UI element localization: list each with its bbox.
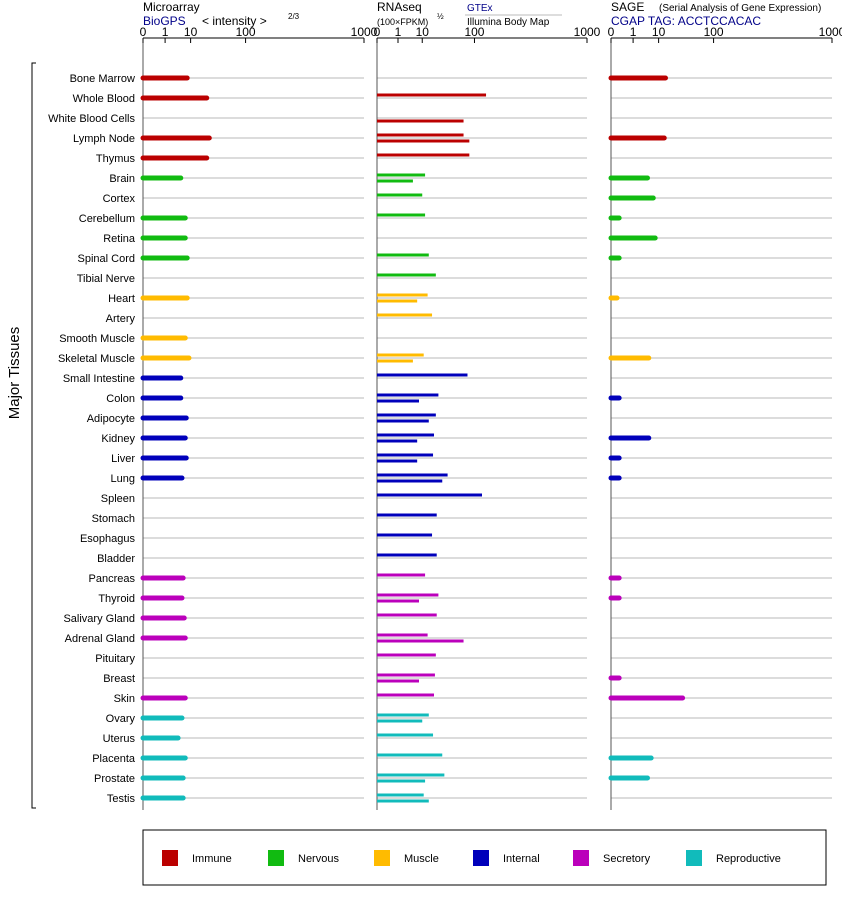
legend-swatch [374,850,390,866]
tick-label: 1000 [351,25,378,39]
legend-swatch [573,850,589,866]
tissue-label: Spinal Cord [78,253,135,265]
tissue-label: Lung [111,473,135,485]
tissue-label: Testis [107,793,136,805]
tissue-label: Thymus [96,153,136,165]
tissue-label: Salivary Gland [63,613,135,625]
tick-label: 100 [236,25,256,39]
cgap-tag-link[interactable]: CGAP TAG: ACCTCCACAC [611,14,761,28]
legend-label: Nervous [298,853,339,865]
tissue-label: Bladder [97,553,135,565]
y-axis-title-group: Major Tissues [6,62,36,809]
tissue-label: Breast [103,673,135,685]
tissue-label: Skin [114,693,135,705]
legend-label: Internal [503,853,540,865]
tissue-label: Skeletal Muscle [58,353,135,365]
tick-label: 10 [652,25,666,39]
panel-headers: Microarray BioGPS < intensity > 2/3 RNAs… [143,0,821,28]
tissue-label: Adipocyte [87,413,135,425]
legend-swatch [162,850,178,866]
legend-label: Secretory [603,853,651,865]
tissue-bracket [31,62,36,809]
rnaseq-scale-exponent: ½ [437,12,444,21]
tick-label: 1 [162,25,169,39]
tick-label: 1 [630,25,637,39]
tissue-label: Tibial Nerve [77,273,135,285]
gtex-link[interactable]: GTEx [467,3,493,14]
tick-label: 1 [395,25,402,39]
tissue-label: Pituitary [95,653,135,665]
gridlines [143,77,832,799]
tick-label: 100 [464,25,484,39]
tissue-label: Stomach [92,513,135,525]
legend: Immune Nervous Muscle Internal Secretory Repr… [142,829,827,886]
rnaseq-title: RNAseq [377,0,422,14]
tick-label: 0 [140,25,147,39]
bars [140,75,686,803]
tissue-label: Lymph Node [73,133,135,145]
tissue-label: Thyroid [98,593,135,605]
legend-label: Muscle [404,853,439,865]
tissue-label: Spleen [101,493,135,505]
tick-label: 10 [184,25,198,39]
microarray-scale-exponent: 2/3 [288,12,300,21]
tick-label: 100 [704,25,724,39]
microarray-scale-label: < intensity > [202,14,267,28]
biogps-link[interactable]: BioGPS [143,14,186,28]
tissue-label: Placenta [92,753,136,765]
tissue-labels: Bone Marrow Whole Blood White Blood Cells L… [48,73,136,805]
legend-swatch [686,850,702,866]
tissue-label: Uterus [103,733,136,745]
legend-box [142,829,827,886]
microarray-title: Microarray [143,0,200,14]
rnaseq-scale-label: (100×FPKM) [377,17,428,27]
tissue-label: Artery [106,313,136,325]
tissue-label: Small Intestine [63,373,135,385]
tissue-label: White Blood Cells [48,113,135,125]
tissue-label: Whole Blood [73,93,135,105]
tissue-label: Smooth Muscle [59,333,135,345]
tissue-label: Heart [108,293,135,305]
tissue-label: Liver [111,453,135,465]
tissue-label: Prostate [94,773,135,785]
tissue-label: Adrenal Gland [65,633,135,645]
tissue-label: Ovary [106,713,136,725]
legend-swatch [473,850,489,866]
tick-label: 1000 [819,25,842,39]
tissue-label: Kidney [101,433,135,445]
tissue-label: Cortex [103,193,136,205]
legend-swatch [268,850,284,866]
illumina-body-map-label: Illumina Body Map [467,17,550,28]
legend-label: Immune [192,853,232,865]
sage-subtitle: (Serial Analysis of Gene Expression) [659,3,821,14]
tissue-label: Bone Marrow [70,73,135,85]
sage-title: SAGE [611,0,644,14]
tissue-label: Brain [109,173,135,185]
tick-label: 0 [608,25,615,39]
tick-label: 10 [416,25,430,39]
tissue-label: Retina [103,233,136,245]
tissue-label: Esophagus [80,533,136,545]
tissue-label: Pancreas [89,573,136,585]
axes: 011010010000110100100001101001000 [140,25,842,810]
legend-label: Reproductive [716,853,781,865]
tick-label: 0 [374,25,381,39]
y-axis-title: Major Tissues [6,327,23,420]
tissue-label: Colon [106,393,135,405]
tissue-label: Cerebellum [79,213,135,225]
tick-label: 1000 [574,25,601,39]
